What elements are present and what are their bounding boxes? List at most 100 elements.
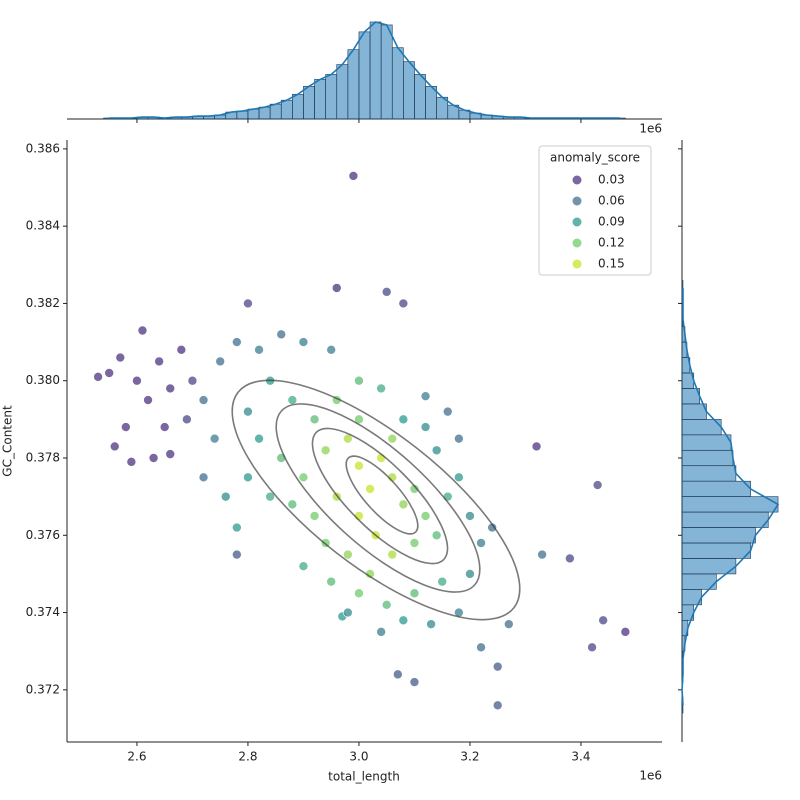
- x-offset-label: 1e6: [639, 769, 662, 783]
- scatter-point: [343, 607, 353, 618]
- density-contours: [231, 379, 521, 621]
- scatter-point: [215, 356, 225, 367]
- scatter-point: [126, 457, 137, 467]
- scatter-point: [176, 345, 187, 355]
- scatter-point: [354, 460, 364, 471]
- x-tick-label: 2.6: [127, 750, 146, 764]
- scatter-point: [376, 627, 386, 637]
- scatter-point: [165, 383, 176, 394]
- legend-marker: [572, 175, 582, 185]
- scatter-point: [143, 395, 153, 405]
- scatter-point: [309, 414, 320, 425]
- histogram-bar: [347, 49, 360, 120]
- legend-label: 0.09: [598, 215, 625, 229]
- contour: [275, 403, 481, 593]
- scatter-point: [409, 677, 420, 687]
- histogram-bar: [258, 106, 271, 120]
- scatter-point: [220, 491, 231, 502]
- x-tick-label: 3.2: [460, 750, 479, 764]
- y-tick-label: 0.380: [26, 373, 60, 387]
- scatter-point: [465, 511, 475, 521]
- scatter-point: [243, 298, 253, 309]
- scatter-point: [298, 337, 309, 347]
- scatter-point: [232, 549, 242, 560]
- scatter-point: [243, 472, 253, 483]
- scatter-point: [254, 433, 264, 444]
- kde-line: [109, 21, 620, 119]
- scatter-point: [381, 287, 392, 297]
- scatter-point: [198, 472, 209, 483]
- scatter-point: [592, 480, 603, 490]
- histogram-bar: [403, 61, 415, 120]
- scatter-point: [320, 445, 331, 456]
- scatter-point: [104, 368, 114, 378]
- scatter-point: [398, 499, 409, 510]
- scatter-point: [93, 372, 103, 382]
- scatter-point: [209, 433, 220, 444]
- x-offset-label: 1e6: [639, 122, 662, 136]
- scatter-point: [476, 642, 486, 653]
- histogram-bar: [391, 47, 404, 120]
- y-tick-label: 0.382: [26, 296, 60, 310]
- scatter-point: [587, 642, 597, 653]
- scatter-point: [409, 588, 420, 599]
- y-tick-label: 0.372: [26, 682, 60, 696]
- scatter-point: [426, 619, 436, 629]
- y-tick-label: 0.376: [26, 528, 60, 542]
- x-tick-label: 3.4: [571, 750, 590, 764]
- scatter-point: [437, 576, 448, 587]
- scatter-point: [442, 406, 453, 417]
- scatter-point: [431, 530, 442, 541]
- scatter-point: [287, 499, 298, 510]
- scatter-point: [148, 453, 159, 463]
- scatter-point: [387, 549, 398, 560]
- histogram-bar: [292, 93, 304, 120]
- scatter-point: [154, 356, 164, 367]
- contour: [345, 455, 419, 535]
- y-tick-label: 0.374: [26, 605, 60, 619]
- scatter-point: [165, 449, 176, 459]
- scatter-point: [431, 445, 442, 456]
- scatter-point: [287, 395, 298, 405]
- scatter-point: [198, 395, 209, 405]
- scatter-point: [409, 484, 420, 494]
- scatter-point: [537, 549, 547, 560]
- scatter-point: [354, 375, 364, 386]
- histogram-bar: [369, 21, 382, 120]
- legend-label: 0.03: [598, 173, 625, 187]
- scatter-point: [387, 433, 398, 444]
- scatter-point: [159, 422, 170, 432]
- histogram-bar: [681, 465, 737, 482]
- scatter-point: [465, 569, 475, 579]
- scatter-point: [492, 661, 503, 672]
- scatter-point: [182, 414, 192, 425]
- scatter-point: [331, 283, 342, 293]
- histogram-bar: [380, 24, 393, 120]
- histogram-bar: [681, 403, 707, 420]
- scatter-point: [326, 345, 336, 355]
- y-tick-label: 0.378: [26, 451, 60, 465]
- scatter-point: [121, 422, 131, 432]
- scatter-point: [398, 414, 409, 425]
- histogram-bar: [303, 86, 315, 120]
- scatter-point: [504, 619, 514, 629]
- scatter-point: [243, 406, 253, 417]
- scatter-point: [398, 298, 409, 309]
- y-axis-label: GC_Content: [1, 405, 15, 477]
- scatter-point: [393, 669, 403, 680]
- scatter-point: [265, 491, 275, 502]
- legend-marker: [572, 238, 582, 248]
- scatter-point: [620, 627, 631, 637]
- scatter-point: [531, 441, 542, 452]
- scatter-point: [598, 615, 608, 626]
- x-axis-label: total_length: [328, 770, 400, 784]
- legend-marker: [572, 217, 582, 227]
- contour: [231, 379, 521, 621]
- legend-box: [538, 145, 652, 276]
- scatter-point: [565, 553, 575, 564]
- scatter-point: [109, 441, 120, 452]
- x-tick-label: 3.0: [349, 750, 368, 764]
- histogram-bar: [681, 434, 732, 451]
- histogram-bar: [681, 496, 779, 513]
- scatter-point: [442, 491, 453, 502]
